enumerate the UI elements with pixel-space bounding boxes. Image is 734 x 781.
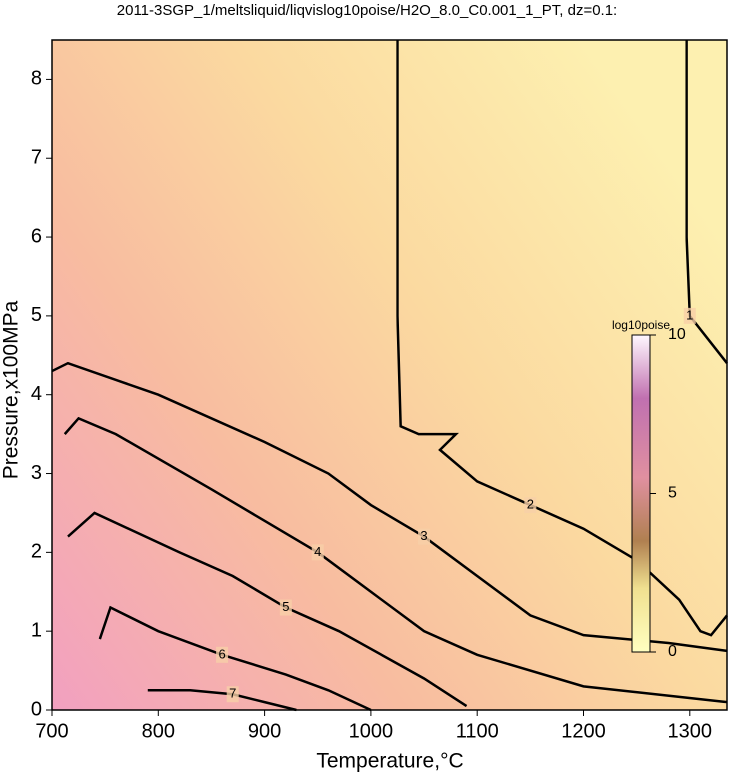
contour-label-bg bbox=[279, 599, 292, 616]
colorbar-label: log10poise bbox=[612, 318, 670, 332]
y-tick-label: 8 bbox=[31, 68, 42, 90]
y-tick-label: 5 bbox=[31, 304, 42, 326]
colorbar-tick-label: 0 bbox=[668, 643, 677, 660]
x-tick-label: 700 bbox=[35, 720, 68, 742]
contour-label-bg bbox=[226, 686, 239, 703]
contour-label: 4 bbox=[314, 544, 321, 559]
colorbar-tick-label: 5 bbox=[668, 485, 677, 502]
y-tick-label: 0 bbox=[31, 698, 42, 720]
contour-label-bg bbox=[524, 497, 537, 514]
contour-label: 6 bbox=[218, 646, 225, 661]
y-tick-label: 3 bbox=[31, 462, 42, 484]
x-tick-label: 1300 bbox=[668, 720, 713, 742]
plot-area: 1 2 3 4 5 6 7 bbox=[52, 40, 727, 710]
colorbar-tick-label: 10 bbox=[668, 326, 686, 343]
colorbar bbox=[631, 334, 651, 653]
x-tick-label: 900 bbox=[248, 720, 281, 742]
x-tick-label: 800 bbox=[142, 720, 175, 742]
contour-label: 1 bbox=[686, 307, 693, 322]
contour-label: 2 bbox=[527, 496, 534, 511]
y-tick-label: 6 bbox=[31, 225, 42, 247]
contour-label-bg bbox=[683, 307, 696, 324]
contour-line bbox=[397, 40, 727, 635]
x-tick-label: 1000 bbox=[349, 720, 394, 742]
y-tick-label: 1 bbox=[31, 619, 42, 641]
contour-label: 3 bbox=[420, 528, 427, 543]
plot-frame bbox=[51, 39, 728, 711]
contour-line bbox=[52, 363, 727, 651]
y-tick-label: 2 bbox=[31, 541, 42, 563]
plot-background bbox=[52, 40, 727, 710]
x-tick-label: 1100 bbox=[456, 720, 499, 742]
x-axis-label: Temperature,°C bbox=[316, 750, 463, 773]
chart-title: 2011-3SGP_1/meltsliquid/liqvislog10poise… bbox=[117, 2, 617, 19]
y-tick-label: 7 bbox=[31, 147, 42, 169]
contour-label-bg bbox=[418, 528, 431, 545]
contour-label-bg bbox=[311, 544, 324, 561]
contour-label-bg bbox=[216, 646, 229, 663]
y-axis-label: Pressure,x100MPa bbox=[0, 300, 23, 479]
x-tick-label: 1200 bbox=[561, 720, 606, 742]
y-tick-label: 4 bbox=[31, 383, 42, 405]
contour-label: 7 bbox=[229, 686, 236, 701]
contour-label: 5 bbox=[282, 599, 289, 614]
contour-line bbox=[687, 40, 727, 363]
